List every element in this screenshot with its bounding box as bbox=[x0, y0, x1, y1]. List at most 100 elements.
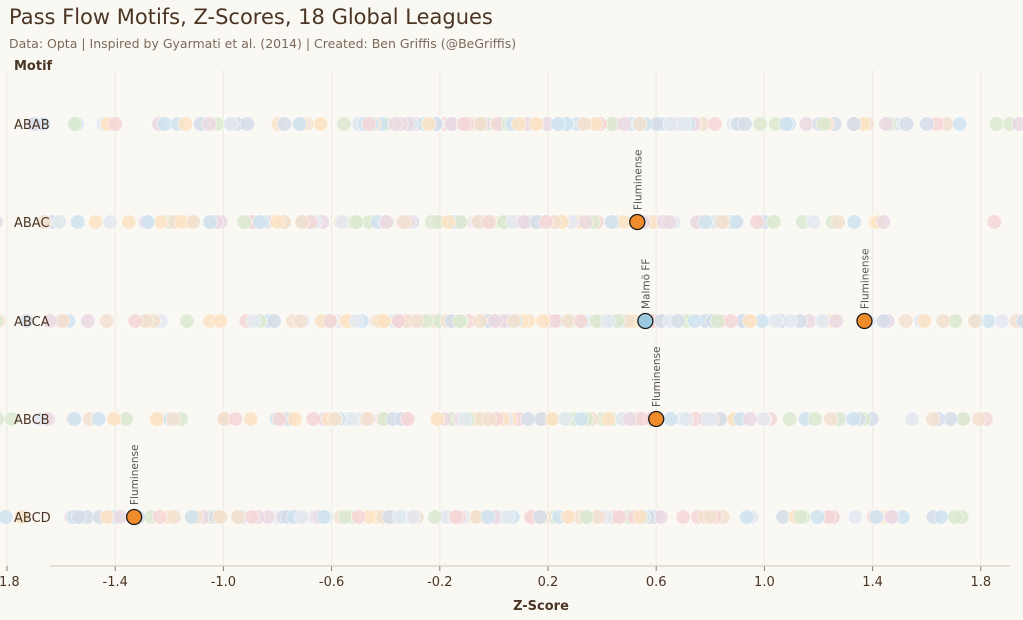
team-point bbox=[80, 313, 96, 329]
team-point bbox=[925, 411, 941, 427]
team-point bbox=[778, 116, 794, 132]
team-point bbox=[752, 116, 768, 132]
team-point bbox=[201, 116, 217, 132]
team-point bbox=[846, 116, 862, 132]
team-point bbox=[112, 509, 129, 525]
team-point bbox=[457, 411, 473, 427]
team-point bbox=[121, 214, 137, 230]
team-point bbox=[66, 411, 83, 427]
team-point bbox=[287, 411, 303, 427]
fluminense-point[interactable] bbox=[648, 410, 665, 428]
team-point bbox=[916, 313, 933, 329]
team-point bbox=[31, 411, 48, 427]
team-point bbox=[66, 116, 83, 132]
team-point bbox=[202, 214, 218, 230]
team-point bbox=[245, 313, 262, 329]
team-point bbox=[971, 411, 987, 427]
team-point bbox=[815, 116, 832, 132]
team-point bbox=[391, 509, 408, 525]
team-point bbox=[898, 116, 915, 132]
team-point bbox=[823, 411, 839, 427]
team-point bbox=[396, 214, 412, 230]
fluminense-point[interactable] bbox=[629, 213, 646, 231]
team-point bbox=[632, 509, 649, 525]
team-point bbox=[212, 313, 229, 329]
team-point bbox=[421, 116, 437, 132]
team-point bbox=[148, 411, 165, 427]
team-point bbox=[387, 116, 403, 132]
team-point bbox=[830, 214, 846, 230]
team-point bbox=[994, 313, 1010, 329]
highlighted-team-points bbox=[125, 213, 873, 526]
team-point bbox=[252, 214, 268, 230]
team-point bbox=[707, 116, 723, 132]
team-point bbox=[244, 509, 260, 525]
team-point bbox=[621, 411, 638, 427]
x-tick-label: 1.0 bbox=[754, 575, 775, 590]
team-point bbox=[898, 313, 914, 329]
team-point bbox=[919, 116, 935, 132]
team-point bbox=[18, 313, 35, 329]
team-point bbox=[390, 313, 407, 329]
team-point bbox=[185, 214, 201, 230]
team-point bbox=[405, 509, 422, 525]
team-point bbox=[292, 313, 309, 329]
team-point bbox=[305, 411, 322, 427]
team-point bbox=[807, 411, 823, 427]
team-point bbox=[603, 214, 620, 230]
team-point bbox=[687, 313, 703, 329]
team-point bbox=[378, 214, 394, 230]
team-point bbox=[884, 509, 900, 525]
team-point bbox=[408, 313, 425, 329]
team-point bbox=[1015, 313, 1023, 329]
team-point bbox=[933, 509, 949, 525]
team-point bbox=[742, 411, 758, 427]
team-point bbox=[846, 214, 863, 230]
y-category-label: ABCA bbox=[14, 315, 50, 330]
other-team-points bbox=[0, 116, 1023, 525]
team-point bbox=[127, 313, 143, 329]
team-point bbox=[878, 116, 894, 132]
team-point bbox=[99, 313, 115, 329]
team-point bbox=[322, 313, 338, 329]
team-point bbox=[792, 509, 809, 525]
team-point bbox=[140, 214, 156, 230]
y-category-label: ABCD bbox=[14, 511, 51, 526]
x-tick-label: 0.2 bbox=[538, 575, 559, 590]
team-point bbox=[87, 214, 104, 230]
fluminense-point[interactable] bbox=[856, 312, 873, 330]
team-point bbox=[400, 411, 416, 427]
team-point bbox=[102, 214, 118, 230]
team-point bbox=[767, 313, 783, 329]
team-point bbox=[0, 314, 4, 328]
team-point bbox=[805, 214, 822, 230]
team-point bbox=[152, 509, 168, 525]
team-point bbox=[875, 313, 892, 329]
team-point bbox=[427, 509, 443, 525]
y-axis: Motif ABAB ABAC ABCA ABCB ABCD bbox=[14, 59, 53, 526]
x-tick-label: -0.6 bbox=[319, 575, 344, 590]
y-category-label: ABAB bbox=[14, 118, 50, 133]
team-point bbox=[947, 509, 963, 525]
team-point bbox=[560, 509, 576, 525]
fluminense-point[interactable] bbox=[125, 508, 143, 526]
point-label: Fluminense bbox=[632, 150, 644, 210]
team-point bbox=[230, 509, 246, 525]
team-point bbox=[70, 214, 86, 230]
team-point bbox=[350, 509, 367, 525]
team-point bbox=[55, 313, 71, 329]
team-point bbox=[440, 214, 457, 230]
team-point bbox=[577, 214, 594, 230]
team-point bbox=[528, 116, 544, 132]
malmo-point[interactable] bbox=[637, 312, 654, 330]
team-point bbox=[177, 116, 194, 132]
team-point bbox=[294, 214, 310, 230]
team-point bbox=[661, 214, 677, 230]
team-point bbox=[662, 116, 679, 132]
team-point bbox=[573, 411, 589, 427]
team-point bbox=[676, 116, 693, 132]
team-point bbox=[988, 116, 1005, 132]
y-category-label: ABCB bbox=[14, 413, 50, 428]
